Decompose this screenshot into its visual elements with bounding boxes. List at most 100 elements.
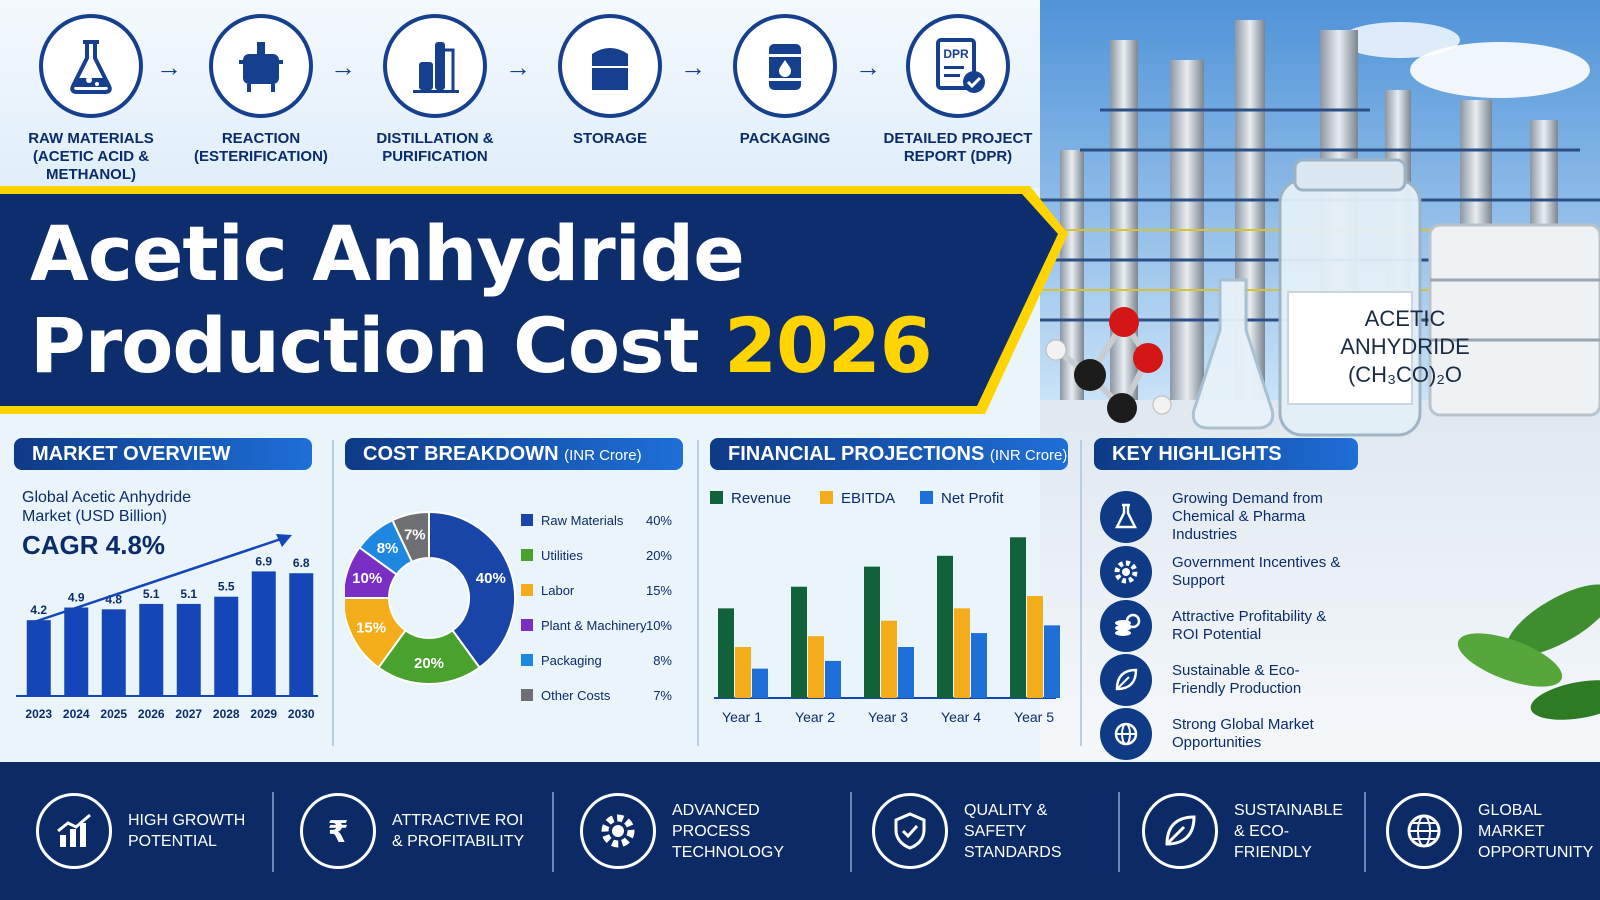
legend-swatch — [710, 491, 723, 504]
data-label: 4.9 — [68, 591, 85, 605]
drum-icon — [769, 44, 801, 90]
tick-label: 2030 — [288, 707, 315, 721]
dpr-icon-text: DPR — [943, 47, 969, 61]
highlight-item: Strong Global Market Opportunities — [1100, 708, 1352, 760]
legend-swatch — [521, 549, 533, 561]
arrow-right-icon: → — [330, 52, 356, 82]
legend-value: 40% — [646, 513, 672, 528]
legend-value: 8% — [653, 653, 672, 668]
feature-item: ADVANCED PROCESS TECHNOLOGY — [580, 786, 832, 876]
highlight-item: Growing Demand from Chemical & Pharma In… — [1100, 490, 1352, 544]
tick-label: 2028 — [213, 707, 240, 721]
panel-divider — [697, 440, 699, 746]
legend-swatch — [521, 619, 533, 631]
legend-label: Packaging — [541, 653, 602, 668]
bar — [825, 660, 841, 698]
bar — [176, 603, 201, 696]
feature-text: ATTRACTIVE ROI & PROFITABILITY — [392, 812, 525, 850]
bar — [735, 647, 751, 698]
feature-item: HIGH GROWTH POTENTIAL — [36, 786, 248, 876]
highlight-text: Sustainable & Eco-Friendly Production — [1172, 662, 1302, 697]
arrow-right-icon: → — [855, 52, 881, 82]
legend-label: Utilities — [541, 548, 583, 563]
bar — [971, 633, 987, 698]
bar — [214, 596, 239, 696]
bar — [26, 620, 51, 696]
feature-text: GLOBAL MARKET OPPORTUNITY — [1478, 801, 1594, 861]
panel-divider — [1080, 440, 1082, 746]
shield-check-icon — [894, 812, 926, 850]
legend-value: 20% — [646, 548, 672, 563]
feature-separator — [1118, 792, 1120, 872]
legend-label: Labor — [541, 583, 575, 598]
hero-title: Acetic Anhydride Production Cost 2026 — [30, 208, 933, 392]
key-highlights-panel: KEY HIGHLIGHTS — [1094, 430, 1360, 752]
tick-label: 2029 — [250, 707, 277, 721]
bar — [808, 636, 824, 698]
bar — [139, 603, 164, 696]
process-step-raw-materials: RAW MATERIALS (ACETIC ACID & METHANOL) — [11, 14, 171, 184]
data-label: 5.1 — [143, 587, 160, 601]
tick-label: 2025 — [100, 707, 127, 721]
legend-swatch — [920, 491, 933, 504]
feature-item: SUSTAINABLE & ECO-FRIENDLY — [1142, 786, 1354, 876]
feature-text: ADVANCED PROCESS TECHNOLOGY — [672, 801, 785, 861]
process-step-packaging: PACKAGING — [705, 14, 865, 148]
process-flow: RAW MATERIALS (ACETIC ACID & METHANOL) →… — [0, 0, 1090, 188]
highlight-text: Government Incentives & Support — [1172, 554, 1341, 589]
process-step-label: DETAILED PROJECT REPORT (DPR) — [883, 130, 1033, 165]
bar — [1010, 537, 1026, 698]
tick-label: 2024 — [63, 707, 90, 721]
slice-label: 8% — [377, 540, 399, 557]
tick-label: Year 1 — [722, 709, 762, 725]
bar — [864, 566, 880, 698]
bar — [791, 586, 807, 698]
legend-label: Other Costs — [541, 688, 611, 703]
legend-swatch — [820, 491, 833, 504]
highlight-item: Government Incentives & Support — [1100, 546, 1352, 598]
legend-label: EBITDA — [841, 490, 895, 507]
donut-slice — [428, 510, 516, 669]
tick-label: 2026 — [138, 707, 165, 721]
highlight-item: Sustainable & Eco-Friendly Production — [1100, 654, 1352, 706]
legend-value: 7% — [653, 688, 672, 703]
highlight-text: Strong Global Market Opportunities — [1172, 716, 1314, 751]
gear-icon — [1114, 560, 1138, 584]
financial-unit: (INR Crore) — [989, 447, 1068, 464]
hero-background — [0, 186, 1068, 414]
slice-label: 7% — [404, 527, 426, 544]
donut-slice — [391, 510, 430, 564]
market-chart-subtitle: Global Acetic Anhydride Market (USD Bill… — [22, 489, 191, 525]
legend-label: Net Profit — [941, 490, 1004, 507]
bar — [1044, 625, 1060, 698]
tick-label: Year 4 — [941, 709, 981, 725]
legend-swatch — [521, 689, 533, 701]
bar — [289, 573, 314, 696]
cost-breakdown-title: COST BREAKDOWN (INR Crore) — [345, 438, 683, 470]
highlight-text: Growing Demand from Chemical & Pharma In… — [1172, 490, 1323, 543]
legend-swatch — [521, 654, 533, 666]
gear-icon — [601, 814, 635, 848]
tick-label: Year 5 — [1014, 709, 1054, 725]
highlight-text: Attractive Profitability & ROI Potential — [1172, 608, 1327, 643]
flask-icon — [1114, 503, 1138, 529]
arrow-right-icon: → — [680, 52, 706, 82]
bar — [101, 609, 126, 696]
feature-separator — [1364, 792, 1366, 872]
feature-text: HIGH GROWTH POTENTIAL — [128, 812, 246, 850]
data-label: 5.5 — [218, 580, 235, 594]
feature-item: ₹ ATTRACTIVE ROI & PROFITABILITY — [300, 786, 532, 876]
bar — [937, 555, 953, 698]
globe-icon — [1114, 722, 1138, 746]
cost-title-text: COST BREAKDOWN — [363, 443, 559, 465]
feature-item: QUALITY & SAFETY STANDARDS — [872, 786, 1104, 876]
feature-separator — [552, 792, 554, 872]
slice-label: 15% — [356, 620, 386, 637]
feature-text: QUALITY & SAFETY STANDARDS — [964, 801, 1062, 861]
financial-bar-chart: Revenue EBITDA Net Profit Year 1 Year 2 Year … — [710, 490, 1060, 725]
process-step-distillation: DISTILLATION & PURIFICATION — [355, 14, 515, 166]
market-bar-chart: 4.220234.920244.820255.120265.120275.520… — [16, 534, 318, 721]
legend-value: 10% — [646, 618, 672, 633]
trend-arrow — [33, 536, 285, 624]
process-step-label: STORAGE — [573, 130, 647, 147]
